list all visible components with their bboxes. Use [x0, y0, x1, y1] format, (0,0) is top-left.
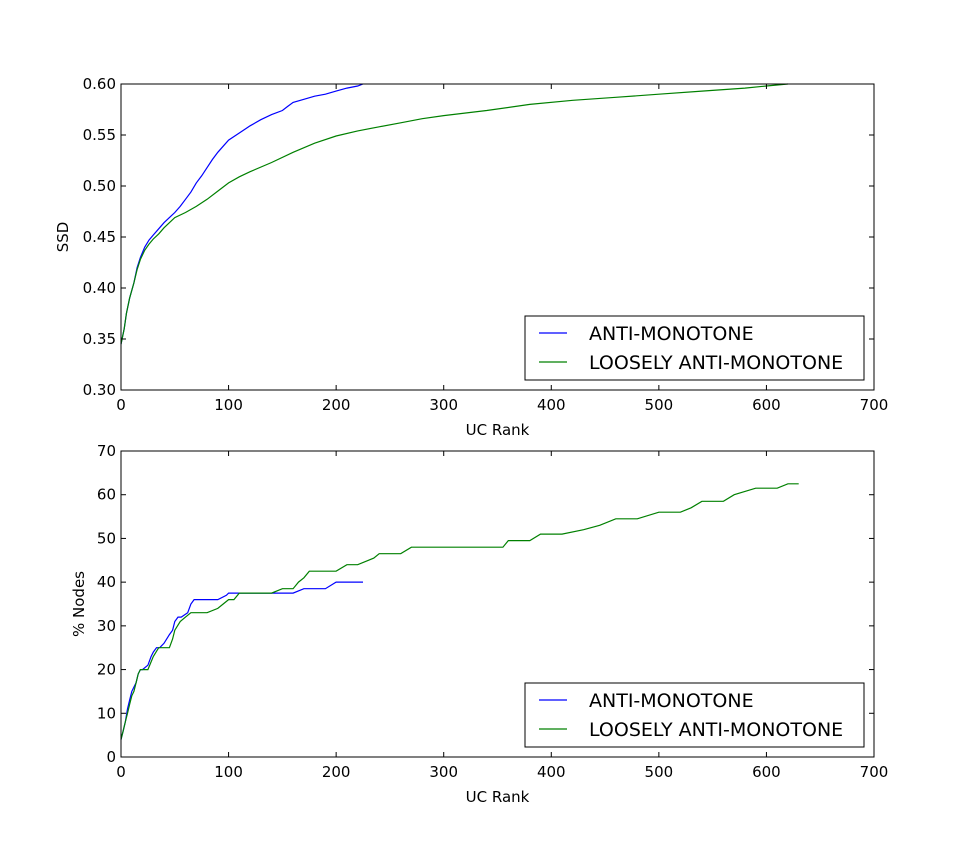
x-tick-label: 500 [645, 763, 674, 781]
y-tick-label: 0.35 [83, 330, 116, 348]
y-tick-label: 0.30 [83, 381, 116, 399]
x-tick-label: 600 [752, 396, 781, 414]
x-tick-label: 0 [116, 763, 126, 781]
legend-box [524, 315, 865, 381]
y-tick-label: 60 [97, 486, 116, 504]
x-tick-label: 400 [537, 396, 566, 414]
y-tick-label: 0.45 [83, 228, 116, 246]
legend: ANTI-MONOTONE LOOSELY ANTI-MONOTONE [524, 682, 865, 748]
x-tick-label: 500 [645, 396, 674, 414]
plot-frame [120, 450, 875, 758]
x-tick-label: 100 [214, 763, 243, 781]
y-tick-label: 0.40 [83, 279, 116, 297]
y-tick-label: 20 [97, 661, 116, 679]
x-tick-label: 300 [429, 396, 458, 414]
series-line-loosely-anti-monotone [120, 483, 799, 740]
y-axis-label: % Nodes [70, 571, 88, 637]
x-tick-label: 200 [322, 763, 351, 781]
y-tick-label: 70 [97, 442, 116, 460]
x-axis-label: UC Rank [466, 788, 530, 806]
y-axis-label: SSD [54, 222, 72, 253]
legend-label: ANTI-MONOTONE [589, 323, 754, 345]
legend: ANTI-MONOTONE LOOSELY ANTI-MONOTONE [524, 315, 865, 381]
nodes-chart: 0 100 200 300 400 500 600 700 0 10 20 30 40 50 60 70 UC … [70, 442, 888, 806]
x-tick-label: 700 [860, 763, 889, 781]
legend-box [524, 682, 865, 748]
series-line-anti-monotone [120, 581, 363, 740]
ssd-chart: 0 100 200 300 400 500 600 700 0.30 0.35 0.40 0.45 0.… [54, 75, 888, 439]
y-tick-label: 0.60 [83, 75, 116, 93]
x-tick-label: 700 [860, 396, 889, 414]
x-tick-label: 600 [752, 763, 781, 781]
x-tick-label: 400 [537, 763, 566, 781]
y-tick-label: 30 [97, 617, 116, 635]
x-tick-label: 100 [214, 396, 243, 414]
x-tick-label: 200 [322, 396, 351, 414]
legend-label: ANTI-MONOTONE [589, 690, 754, 712]
series-line-anti-monotone [120, 83, 364, 345]
x-axis-label: UC Rank [466, 421, 530, 439]
y-tick-label: 10 [97, 704, 116, 722]
y-tick-label: 0.50 [83, 177, 116, 195]
y-tick-label: 50 [97, 529, 116, 547]
y-tick-label: 0.55 [83, 126, 116, 144]
y-tick-label: 40 [97, 573, 116, 591]
x-tick-label: 0 [116, 396, 126, 414]
y-tick-label: 0 [106, 748, 116, 766]
x-tick-label: 300 [429, 763, 458, 781]
series-line-loosely-anti-monotone [120, 83, 788, 345]
legend-label: LOOSELY ANTI-MONOTONE [589, 352, 843, 374]
legend-label: LOOSELY ANTI-MONOTONE [589, 719, 843, 741]
